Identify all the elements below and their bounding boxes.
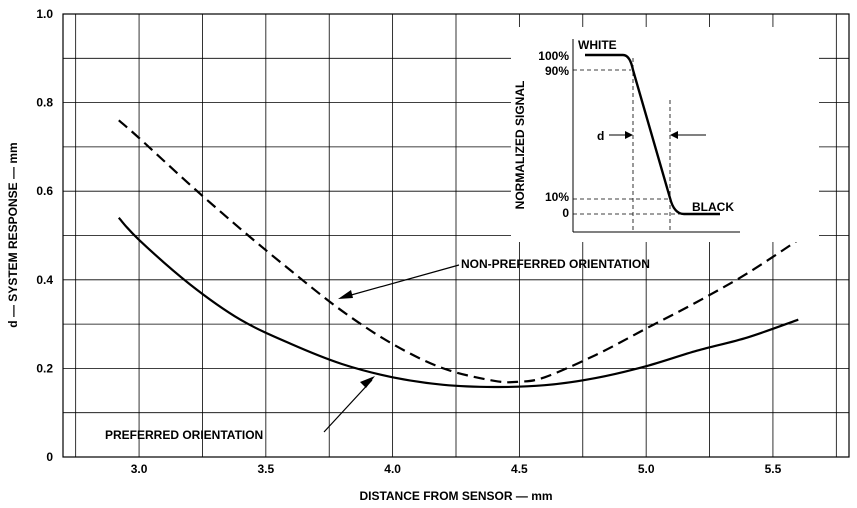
inset-y-label: NORMALIZED SIGNAL <box>513 81 527 210</box>
inset-black-label: BLACK <box>692 200 734 214</box>
annotation-non-preferred-arrowhead <box>338 290 353 299</box>
inset-d-label: d <box>597 129 604 143</box>
inset-tick-100: 100% <box>538 49 569 63</box>
x-tick-label: 5.5 <box>765 462 782 476</box>
inset-tick-10: 10% <box>545 190 569 204</box>
x-axis-label: DISTANCE FROM SENSOR — mm <box>359 489 552 503</box>
series-non-preferred <box>118 119 799 384</box>
annotation-preferred-arrow <box>323 379 373 433</box>
y-tick-label: 0 <box>46 450 53 464</box>
y-tick-label: 0.8 <box>36 96 53 110</box>
annotation-non-preferred-label: NON-PREFERRED ORIENTATION <box>461 257 650 271</box>
inset-background <box>511 27 819 242</box>
y-tick-labels: 0 0.2 0.4 0.6 0.8 1.0 <box>36 7 53 464</box>
y-tick-label: 1.0 <box>36 7 53 21</box>
x-tick-label: 3.0 <box>131 462 148 476</box>
y-axis-label: d — SYSTEM RESPONSE — mm <box>6 142 20 327</box>
x-tick-label: 4.0 <box>384 462 401 476</box>
x-tick-label: 5.0 <box>638 462 655 476</box>
plot-frame <box>62 13 850 458</box>
annotation-non-preferred-arrow <box>343 264 460 298</box>
y-tick-label: 0.6 <box>36 184 53 198</box>
y-tick-label: 0.2 <box>36 361 53 375</box>
inset: NORMALIZED SIGNAL 100% 90% 10% 0 WHITE B… <box>511 27 819 242</box>
inset-tick-0: 0 <box>562 206 569 220</box>
x-tick-label: 4.5 <box>511 462 528 476</box>
x-tick-labels: 3.0 3.5 4.0 4.5 5.0 5.5 <box>131 462 782 476</box>
annotation-non-preferred: NON-PREFERRED ORIENTATION <box>338 257 650 299</box>
series-preferred <box>117 217 799 389</box>
series-layer <box>117 119 799 389</box>
inset-tick-90: 90% <box>545 64 569 78</box>
annotation-preferred: PREFERRED ORIENTATION <box>105 376 375 442</box>
inset-white-label: WHITE <box>578 38 617 52</box>
annotation-preferred-label: PREFERRED ORIENTATION <box>105 428 263 442</box>
inset-d-arrowhead-left <box>625 131 633 139</box>
inset-d-arrowhead-right <box>670 131 678 139</box>
y-tick-label: 0.4 <box>36 273 53 287</box>
inset-signal-curve <box>585 53 720 216</box>
annotation-preferred-arrowhead <box>360 376 375 388</box>
x-tick-label: 3.5 <box>257 462 274 476</box>
